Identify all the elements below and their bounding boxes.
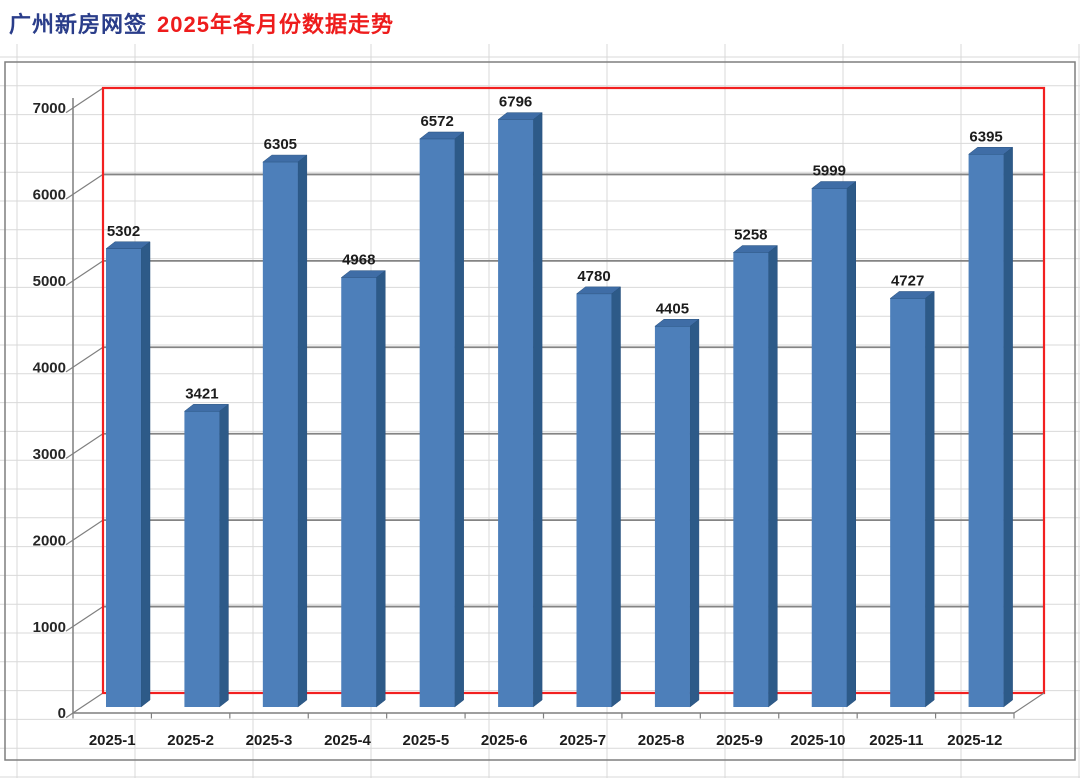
bar-2025-5: 6572 [418, 113, 465, 708]
x-axis-label: 2025-1 [89, 732, 136, 749]
x-axis-label: 2025-9 [716, 732, 763, 749]
bar-top-face [497, 112, 543, 120]
y-tick-depth-line [65, 173, 104, 200]
x-axis-label: 2025-3 [246, 732, 293, 749]
y-tick-depth-line [65, 433, 104, 459]
y-axis-label: 7000 [33, 100, 66, 117]
bar-front-face [498, 119, 534, 708]
bar-2025-10: 5999 [811, 163, 857, 708]
bar-top-face [811, 181, 857, 189]
bar-value-label: 4405 [656, 300, 689, 317]
bar-2025-2: 3421 [183, 385, 230, 708]
x-axis-label: 2025-5 [403, 732, 450, 749]
bar-value-label: 5258 [734, 227, 767, 244]
bar-top-face [340, 270, 386, 278]
bar-top-face [262, 154, 308, 163]
bar-2025-11: 4727 [889, 272, 935, 708]
bar-front-face [184, 411, 220, 707]
bar-front-face [890, 298, 926, 707]
bar-2025-7: 4780 [575, 268, 622, 708]
title-highlight: 2025年各月份数据走势 [157, 12, 394, 37]
y-tick-depth-line [65, 519, 104, 546]
bar-side-face [532, 112, 543, 708]
bar-side-face [376, 270, 386, 708]
bar-top-face [418, 131, 465, 140]
bar-side-face [140, 241, 151, 708]
bar-2025-12: 6395 [967, 128, 1014, 708]
y-axis-label: 3000 [33, 446, 66, 463]
bar-side-face [611, 286, 621, 708]
bar-top-face [889, 291, 935, 299]
x-axis-label: 2025-4 [324, 732, 371, 749]
bar-top-face [967, 147, 1014, 155]
bar-side-face [454, 131, 464, 708]
y-tick-depth-line [65, 346, 104, 373]
bar-2025-6: 6796 [497, 94, 543, 708]
y-tick-depth-line [65, 260, 104, 286]
x-axis-label: 2025-2 [167, 732, 214, 749]
y-axis-label: 0 [58, 705, 66, 722]
bar-side-face [924, 290, 935, 708]
y-axis-label: 2000 [33, 532, 66, 549]
bar-top-face [732, 245, 779, 253]
bar-front-face [654, 326, 690, 707]
bar-top-face [575, 286, 622, 295]
y-tick-depth-line [65, 606, 104, 632]
chart-area-border [4, 61, 1076, 761]
x-axis-depth-line [1013, 692, 1045, 714]
bar-2025-4: 4968 [340, 252, 386, 708]
x-axis-label: 2025-6 [481, 732, 528, 749]
bar-2025-9: 5258 [732, 227, 779, 708]
plot-wall-border [101, 86, 1046, 695]
y-axis-label: 4000 [33, 359, 66, 376]
chart-title: 广州新房网签 2025年各月份数据走势 [9, 7, 394, 39]
bar-side-face [219, 403, 229, 708]
bar-front-face [419, 138, 455, 707]
bar-value-label: 6305 [264, 136, 297, 153]
bar-front-face [968, 154, 1004, 707]
bar-2025-3: 6305 [262, 136, 308, 708]
bar-value-label: 4727 [891, 272, 924, 289]
bar-side-face [689, 318, 700, 708]
x-axis: 2025-1 2025-2 2025-3 2025-4 2025-5 2025-6 2025… [89, 732, 1002, 749]
x-axis-label: 2025-7 [559, 732, 606, 749]
x-axis-label: 2025-11 [869, 732, 923, 749]
bar-2025-8: 4405 [654, 300, 700, 708]
bar-value-label: 6572 [420, 113, 453, 130]
title-prefix: 广州新房网签 [9, 12, 148, 37]
bar-top-face [654, 319, 700, 327]
bar-value-label: 6395 [969, 128, 1002, 145]
bar-front-face [576, 293, 612, 707]
bar-front-face [106, 248, 141, 707]
x-axis-label: 2025-12 [947, 732, 1002, 749]
y-axis-label: 5000 [33, 273, 66, 290]
y-axis-label: 1000 [33, 619, 66, 636]
bar-front-face [733, 252, 769, 707]
bar-value-label: 6796 [499, 94, 532, 111]
y-tick-depth-line [65, 87, 104, 114]
bar-side-face [297, 154, 308, 708]
bar-value-label: 5999 [813, 163, 846, 180]
x-axis-label: 2025-8 [638, 732, 685, 749]
bar-front-face [341, 277, 377, 707]
bar-side-face [1003, 146, 1013, 708]
bar-front-face [262, 162, 298, 707]
bar-value-label: 3421 [185, 385, 218, 402]
bar-value-label: 5302 [107, 223, 140, 240]
bar-side-face [846, 181, 856, 708]
bar-value-label: 4968 [342, 252, 375, 269]
bar-top-face [105, 241, 151, 250]
bar-side-face [768, 245, 778, 708]
bar-front-face [811, 188, 847, 707]
y-axis-label: 6000 [33, 187, 66, 204]
bar-2025-1: 5302 [105, 223, 151, 708]
bar-top-face [183, 404, 230, 412]
y-tick-depth-line [65, 692, 104, 719]
x-axis-label: 2025-10 [790, 732, 845, 749]
bar-value-label: 4780 [577, 268, 610, 285]
